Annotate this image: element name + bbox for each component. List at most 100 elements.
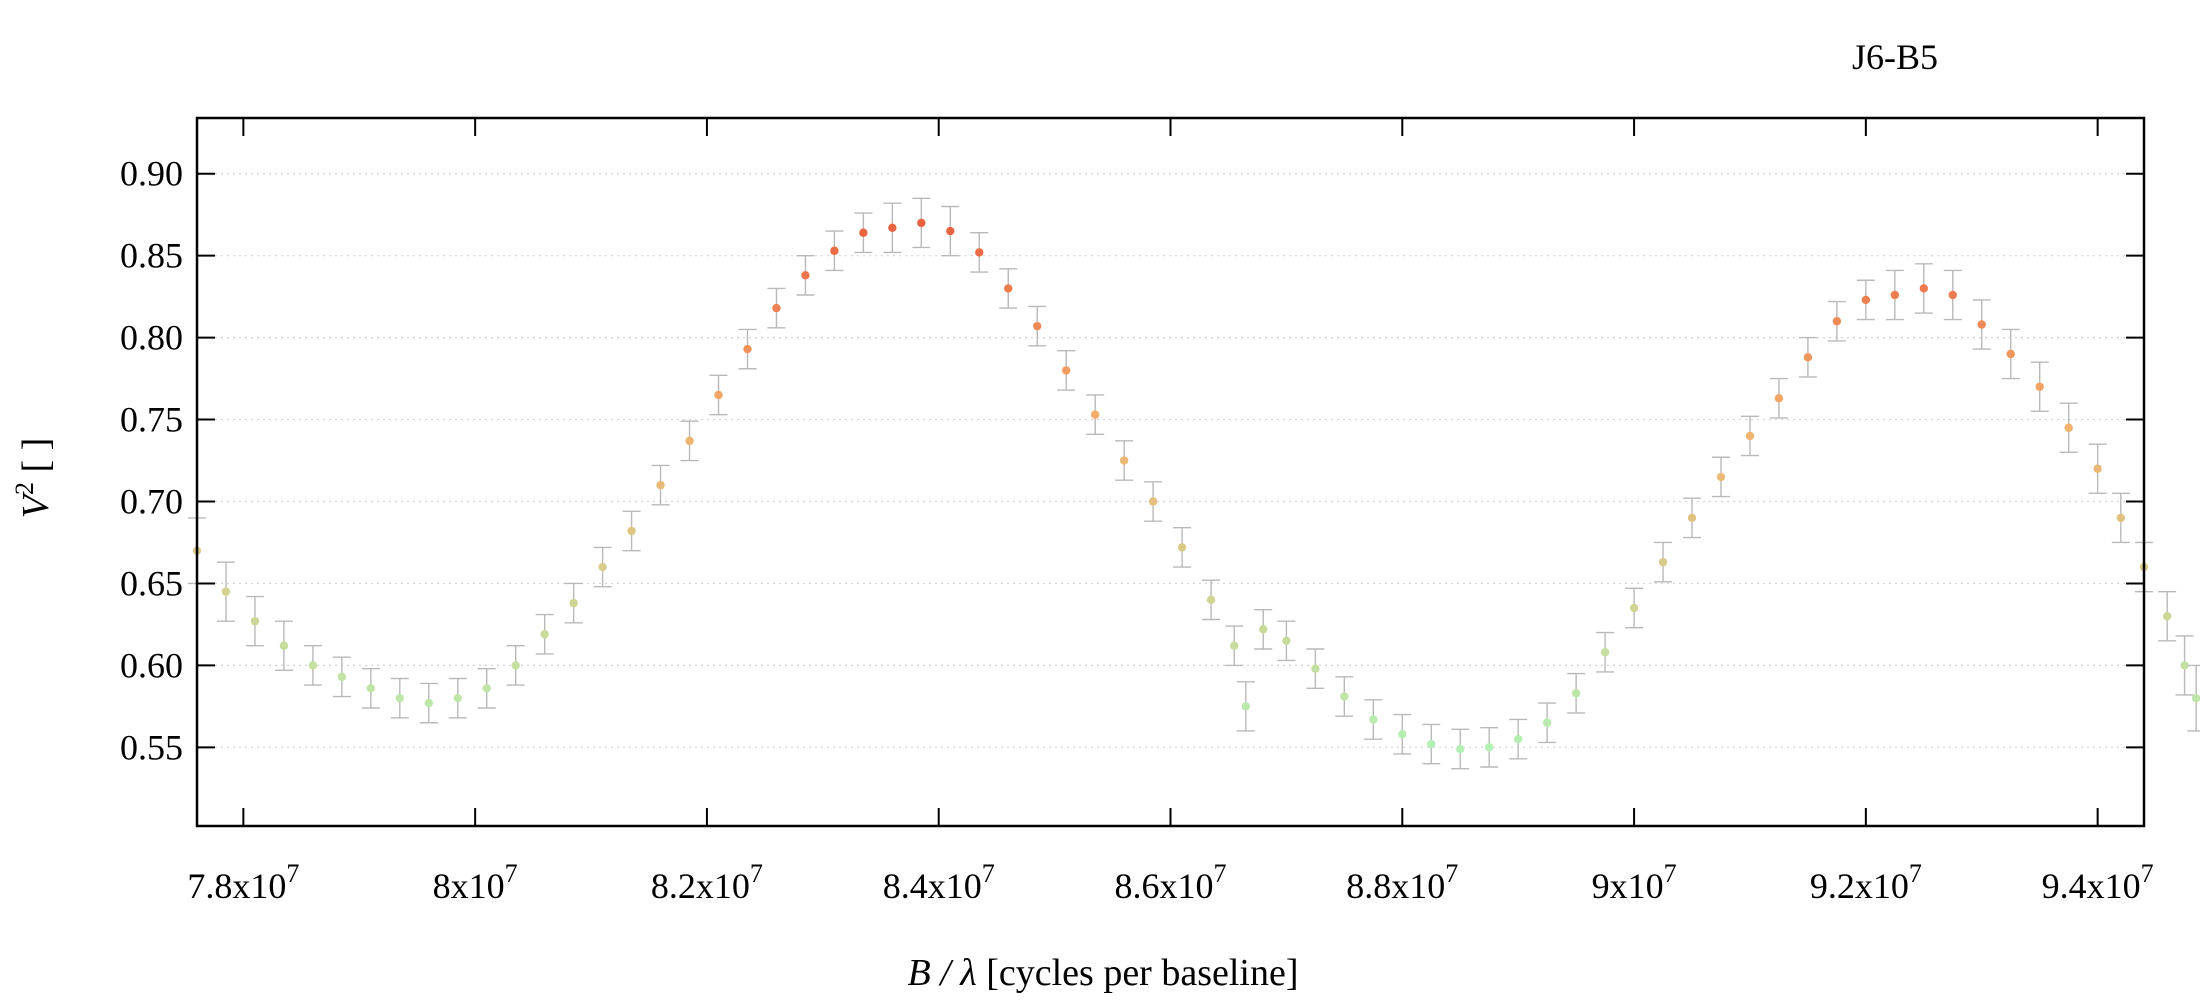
x-axis-unit: [cycles per baseline]: [977, 952, 1299, 994]
data-point: [1427, 739, 1436, 749]
data-point: [2162, 612, 2172, 621]
data-point: [2191, 693, 2200, 703]
y-axis-ticks: 0.55 0.60 0.65 0.70 0.75 0.80 0.85 0.90: [120, 154, 2144, 767]
data-point: [2180, 661, 2189, 670]
data-point: [1033, 321, 1042, 331]
y-axis-unit: [ ]: [15, 438, 57, 482]
y-tick-label: 0.85: [120, 236, 183, 276]
data-point: [1311, 664, 1320, 673]
data-point: [1340, 692, 1349, 701]
data-point: [1571, 689, 1581, 698]
data-point: [946, 226, 955, 236]
x-tick-mantissa: 9.2x10: [1810, 866, 1909, 906]
x-tick-exponent: 7: [982, 859, 995, 888]
data-point: [2006, 349, 2015, 359]
data-point: [1542, 718, 1552, 727]
data-point: [1861, 295, 1871, 305]
y-tick-label: 0.80: [120, 318, 183, 358]
data-point: [1241, 702, 1251, 711]
x-axis-variable: B / λ: [907, 952, 976, 994]
x-tick-label: 8.6x107: [1115, 859, 1227, 906]
x-tick-mantissa: 8x10: [433, 866, 505, 906]
data-point: [1148, 497, 1158, 506]
y-tick-label: 0.75: [120, 400, 183, 440]
data-point: [801, 271, 810, 280]
data-point: [453, 693, 462, 703]
data-point: [1061, 366, 1071, 375]
data-points: [188, 197, 2200, 770]
plot-frame: [195, 116, 2146, 828]
data-point: [1259, 625, 1268, 634]
x-tick-label: 8x107: [433, 859, 518, 906]
y-axis-superscript: 2: [10, 482, 39, 495]
data-point: [598, 562, 607, 572]
data-point: [830, 246, 839, 255]
data-point: [1282, 636, 1291, 646]
x-tick-exponent: 7: [2141, 859, 2154, 888]
x-axis-ticks: 7.8x107 8x107 8.2x107 8.4x107 8.6x107 8.8x107…: [187, 118, 2154, 906]
data-point: [482, 684, 491, 693]
data-point: [1658, 557, 1668, 567]
data-point: [1977, 320, 1986, 329]
data-point: [888, 223, 897, 233]
data-point: [1004, 284, 1013, 293]
data-point: [424, 698, 433, 708]
x-tick-exponent: 7: [505, 859, 518, 888]
data-point: [685, 436, 694, 446]
data-point: [395, 693, 405, 703]
x-tick-exponent: 7: [286, 859, 299, 888]
x-tick-exponent: 7: [1909, 859, 1922, 888]
data-point: [366, 684, 376, 693]
x-tick-label: 8.4x107: [883, 859, 995, 906]
x-tick-label: 9.4x107: [2042, 859, 2154, 906]
data-point: [859, 228, 868, 237]
x-tick-mantissa: 8.8x10: [1346, 866, 1445, 906]
data-point: [511, 661, 520, 670]
x-tick-mantissa: 8.2x10: [651, 866, 750, 906]
y-tick-label: 0.55: [120, 727, 183, 767]
y-tick-label: 0.65: [120, 563, 183, 603]
data-point: [1803, 353, 1813, 362]
x-tick-mantissa: 7.8x10: [187, 866, 286, 906]
data-point: [308, 661, 318, 670]
data-point: [1629, 603, 1639, 613]
x-tick-label: 9.2x107: [1810, 859, 1922, 906]
data-point: [714, 390, 723, 400]
y-tick-label: 0.90: [120, 154, 183, 194]
data-point: [1948, 290, 1957, 300]
x-axis-title: B / λ [cycles per baseline]: [907, 952, 1298, 994]
data-point: [2035, 382, 2044, 391]
data-point: [1890, 290, 1900, 300]
data-point: [1090, 410, 1100, 419]
data-point: [1398, 730, 1407, 739]
x-tick-exponent: 7: [1664, 859, 1677, 888]
data-point: [1687, 513, 1697, 523]
data-point: [1774, 394, 1784, 403]
y-axis-variable: V: [15, 491, 57, 518]
data-point: [627, 526, 636, 536]
x-tick-label: 8.8x107: [1346, 859, 1458, 906]
data-point: [656, 480, 665, 490]
x-tick-label: 9x107: [1592, 859, 1677, 906]
x-tick-exponent: 7: [750, 859, 763, 888]
x-tick-exponent: 7: [1214, 859, 1227, 888]
data-point: [743, 344, 752, 354]
data-point: [221, 587, 231, 596]
data-point: [1919, 284, 1929, 293]
x-tick-exponent: 7: [1445, 859, 1458, 888]
data-point: [1513, 734, 1523, 744]
data-point: [337, 672, 347, 682]
data-point: [2064, 423, 2073, 432]
x-tick-mantissa: 8.4x10: [883, 866, 982, 906]
data-point: [1716, 472, 1726, 482]
x-tick-mantissa: 8.6x10: [1115, 866, 1214, 906]
data-point: [2093, 464, 2102, 473]
data-point: [1485, 743, 1494, 752]
data-point: [1206, 595, 1216, 605]
y-axis-title: V2 [ ]: [10, 438, 57, 519]
y-tick-label: 0.70: [120, 482, 183, 522]
data-point: [1177, 543, 1187, 552]
grid-lines: [197, 173, 2144, 748]
x-tick-mantissa: 9.4x10: [2042, 866, 2141, 906]
